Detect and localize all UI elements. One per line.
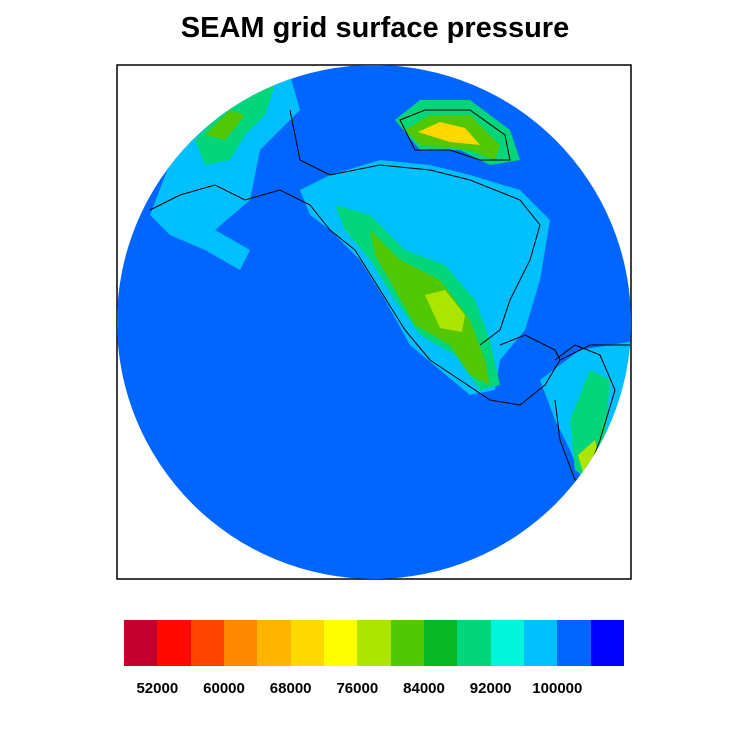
contour-siberia — [150, 75, 300, 270]
colorbar — [124, 620, 624, 666]
colorbar-tick-label: 92000 — [469, 680, 512, 697]
colorbar-box — [190, 620, 224, 666]
colorbar-box — [357, 620, 391, 666]
colorbar-box — [490, 620, 524, 666]
colorbar-tick-label: 76000 — [336, 680, 379, 697]
plot-title: SEAM grid surface pressure — [180, 12, 570, 44]
colorbar-tick-label: 60000 — [203, 680, 245, 697]
colorbar-box — [323, 620, 358, 666]
contour-siberia-peak — [205, 110, 245, 140]
colorbar-box — [257, 620, 291, 666]
colorbar-tick-label: 100000 — [532, 680, 583, 697]
contour-colorado-plateau — [425, 290, 465, 332]
colorbar-box — [290, 620, 324, 666]
colorbar-tick-label: 68000 — [269, 680, 312, 697]
coastlines — [149, 109, 630, 481]
colorbar-box — [557, 620, 591, 666]
colorbar-box — [223, 620, 258, 666]
colorbar-box — [157, 620, 191, 666]
land-contours — [149, 75, 631, 520]
colorbar-box — [124, 620, 158, 666]
colorbar-box — [523, 620, 558, 666]
colorbar-box — [457, 620, 491, 666]
colorbar-tick-label: 52000 — [136, 680, 179, 697]
contour-rockies-high — [370, 230, 490, 385]
contour-andes-high — [578, 440, 600, 480]
colorbar-box — [390, 620, 424, 666]
colorbar-box — [590, 620, 624, 666]
contour-greenland-peak — [418, 122, 480, 145]
colorbar-box — [423, 620, 458, 666]
colorbar-tick-label: 84000 — [403, 680, 445, 697]
